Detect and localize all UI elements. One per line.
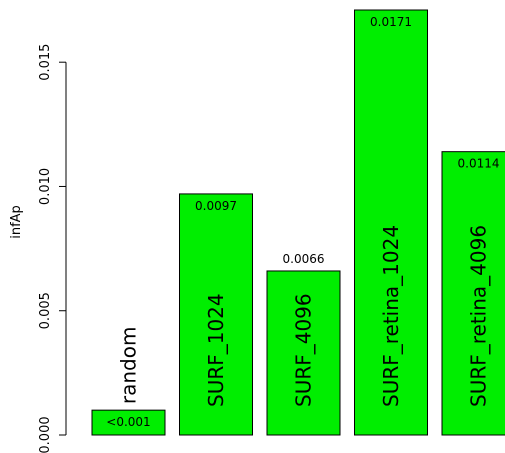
y-tick-label: 0.010: [38, 168, 53, 205]
bar: [441, 151, 505, 436]
y-axis-label: infAp: [9, 205, 24, 239]
bars: <0.001 random 0.0097 SURF_1024 0.0066 SURF_40…: [91, 9, 505, 436]
bar-category-label: SURF_retina_1024: [379, 225, 403, 407]
y-tick-label: 0.005: [38, 292, 53, 329]
y-axis: 0.000 0.005 0.010 0.015: [38, 44, 67, 453]
bar: [179, 193, 253, 436]
bar: [354, 9, 428, 436]
bar: [266, 270, 341, 436]
y-tick-label: 0.000: [38, 416, 53, 453]
bar-value-label: 0.0171: [370, 15, 412, 29]
bar-value-label: 0.0114: [458, 157, 500, 171]
bar-category-label: SURF_4096: [292, 293, 316, 407]
bar: [91, 409, 166, 436]
bar-value-label: 0.0066: [283, 252, 325, 266]
y-tick-label: 0.015: [38, 44, 53, 81]
bar-category-label: random: [117, 327, 141, 405]
bar-category-label: SURF_retina_4096: [467, 225, 491, 407]
bar-value-label: <0.001: [106, 415, 150, 429]
bar-value-label: 0.0097: [195, 199, 237, 213]
bar-category-label: SURF_1024: [204, 293, 228, 407]
